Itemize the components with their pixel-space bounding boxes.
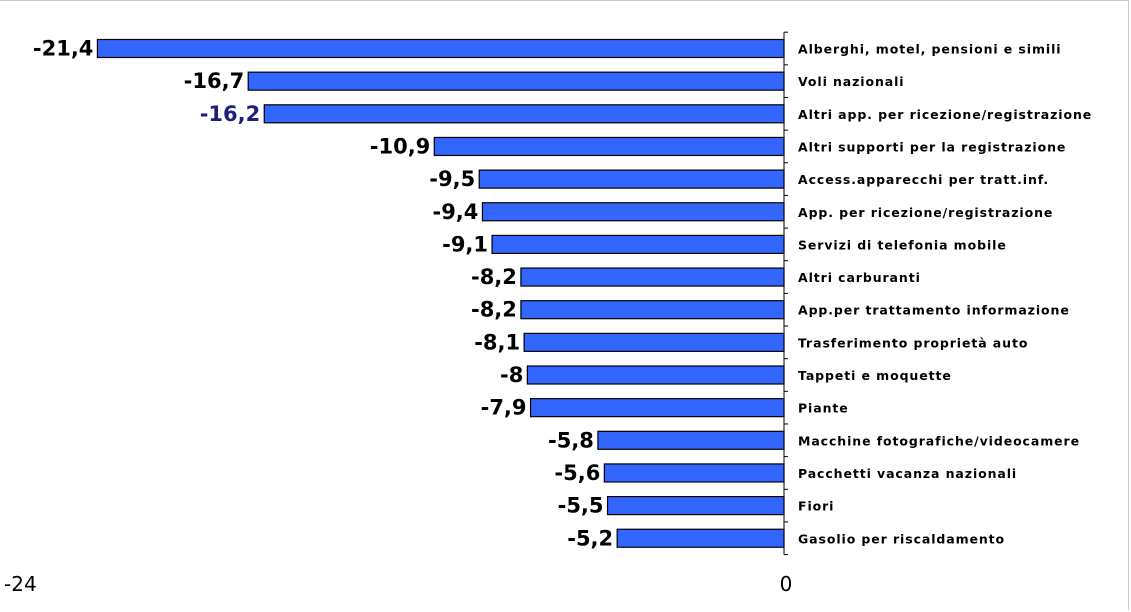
bar-value-label: -9,1 (442, 232, 488, 256)
x-tick-label-max: 0 (780, 572, 793, 596)
bar-value-label: -5,5 (558, 494, 604, 518)
category-label: Altri carburanti (798, 270, 921, 285)
category-label: App.per trattamento informazione (798, 303, 1070, 318)
bar-value-label: -7,9 (481, 396, 527, 420)
bar-value-label: -8,2 (471, 265, 517, 289)
bar (603, 463, 785, 483)
bar (481, 202, 785, 222)
category-label: Altri app. per ricezione/registrazione (798, 107, 1092, 122)
bar-value-label: -21,4 (33, 37, 94, 61)
bar (523, 332, 785, 352)
bar (433, 136, 785, 157)
bar (616, 528, 785, 548)
bar-value-label: -9,4 (432, 200, 478, 224)
bar-value-label: -16,7 (184, 69, 245, 93)
category-label: Access.apparecchi per tratt.inf. (798, 172, 1049, 187)
category-label: App. per ricezione/registrazione (798, 205, 1053, 220)
bar-value-label: -5,8 (548, 428, 594, 452)
ticks-layer (784, 31, 788, 556)
bar (526, 365, 785, 385)
category-label: Fiori (798, 499, 834, 514)
bar (96, 38, 785, 59)
bar-value-label: -5,2 (567, 526, 613, 550)
bar (520, 267, 785, 287)
bar (529, 398, 785, 418)
bar-value-label: -5,6 (554, 461, 600, 485)
bar (520, 300, 785, 320)
value-labels-layer: -21,4 -16,7 -16,2 -10,9 -9,5 -9,4 -9,1 -8,2 -8,2… (33, 37, 613, 551)
bar-value-label: -8,2 (471, 298, 517, 322)
bar (606, 496, 785, 516)
category-label: Trasferimento proprietà auto (798, 335, 1028, 350)
bar (597, 430, 785, 450)
bar (263, 104, 785, 124)
category-label: Alberghi, motel, pensioni e simili (798, 42, 1061, 57)
category-label: Voli nazionali (798, 74, 904, 89)
x-tick-label-min: -24 (4, 572, 37, 596)
bar (491, 234, 785, 254)
bar (247, 71, 785, 91)
category-labels-layer: Alberghi, motel, pensioni e simili Voli n… (798, 42, 1092, 547)
bar-value-label: -9,5 (429, 167, 475, 191)
bar-value-label: -16,2 (200, 102, 261, 126)
category-label: Servizi di telefonia mobile (798, 237, 1007, 252)
category-label: Pacchetti vacanza nazionali (798, 466, 1017, 481)
bars-layer (96, 38, 785, 548)
bar-value-label: -8,1 (474, 330, 520, 354)
category-label: Piante (798, 401, 849, 416)
category-label: Macchine fotografiche/videocamere (798, 433, 1080, 448)
bar-value-label: -10,9 (370, 134, 431, 158)
bar (478, 169, 785, 189)
category-label: Tappeti e moquette (798, 368, 952, 383)
category-label: Gasolio per riscaldamento (798, 531, 1005, 546)
category-label: Altri supporti per la registrazione (798, 139, 1066, 154)
bar-value-label: -8 (500, 363, 523, 387)
